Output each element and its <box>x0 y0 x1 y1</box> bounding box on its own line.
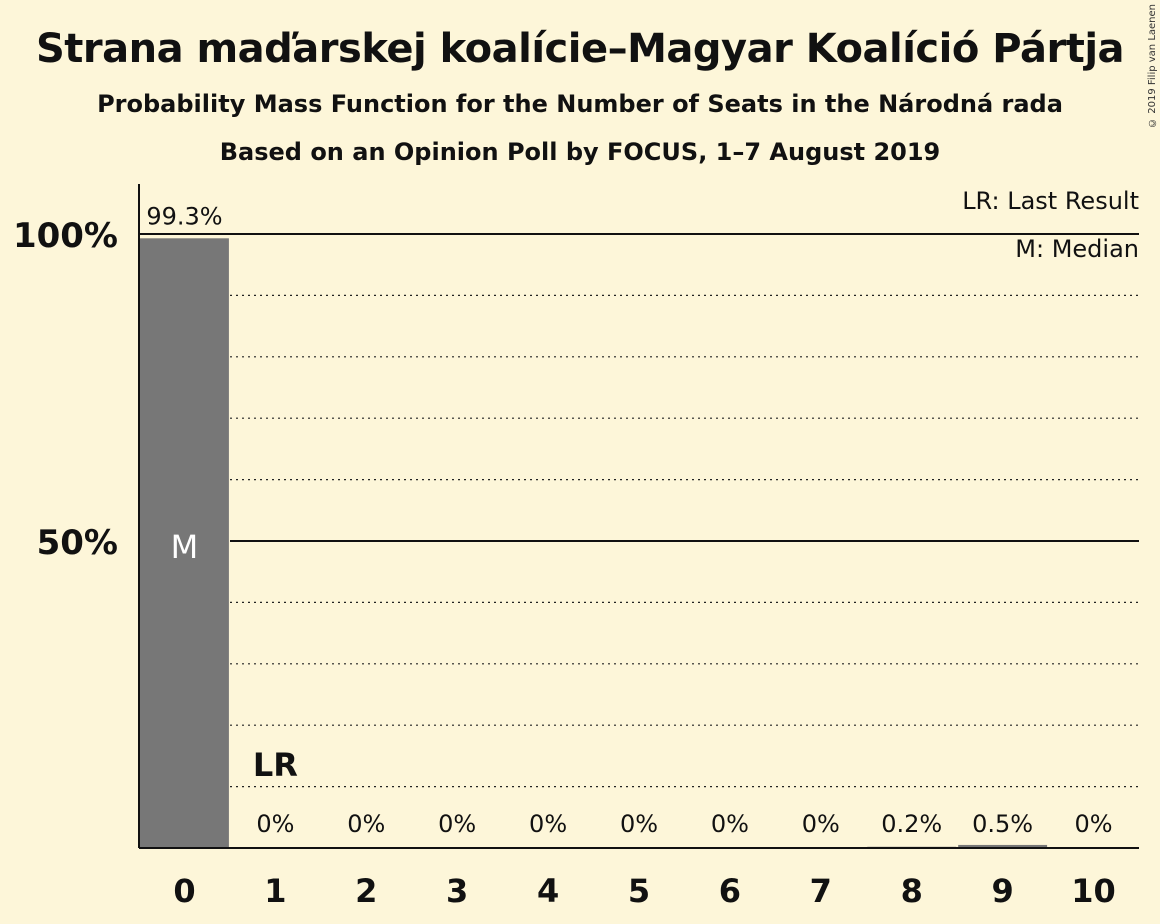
bar-seat-0 <box>140 238 229 849</box>
x-tick-label: 5 <box>628 872 650 910</box>
chart-subtitle-poll: Based on an Opinion Poll by FOCUS, 1–7 A… <box>219 138 941 166</box>
value-label: 0.2% <box>881 810 942 838</box>
value-label: 99.3% <box>146 202 222 230</box>
x-tick-label: 1 <box>264 872 286 910</box>
last-result-marker: LR <box>253 746 298 784</box>
legend-median: M: Median <box>1015 235 1139 263</box>
value-label: 0% <box>1075 810 1113 838</box>
value-label: 0.5% <box>972 810 1033 838</box>
legend-last-result: LR: Last Result <box>962 187 1139 215</box>
x-tick-label: 2 <box>355 872 377 910</box>
bar-seat-9 <box>958 844 1048 848</box>
x-tick-label: 3 <box>446 872 468 910</box>
gridlines <box>139 233 1139 788</box>
value-label: 0% <box>256 810 294 838</box>
x-tick-label: 0 <box>173 872 195 910</box>
x-tick-label: 10 <box>1071 872 1116 910</box>
value-label: 0% <box>347 810 385 838</box>
chart-subtitle: Probability Mass Function for the Number… <box>97 90 1063 118</box>
x-tick-label: 8 <box>901 872 923 910</box>
y-tick-label: 100% <box>13 216 118 256</box>
y-tick-label: 50% <box>37 523 118 563</box>
value-label: 0% <box>620 810 658 838</box>
x-tick-label: 4 <box>537 872 559 910</box>
labels: 50%100% 99.3%0M0%1LR0%20%30%40%50%60%70.2… <box>13 202 1116 910</box>
x-tick-label: 6 <box>719 872 741 910</box>
value-label: 0% <box>802 810 840 838</box>
value-label: 0% <box>438 810 476 838</box>
chart-title: Strana maďarskej koalície–Magyar Koalíci… <box>35 26 1125 72</box>
median-marker: M <box>171 528 199 566</box>
value-label: 0% <box>529 810 567 838</box>
x-tick-label: 9 <box>992 872 1014 910</box>
value-label: 0% <box>711 810 749 838</box>
bars <box>140 238 1048 849</box>
axes <box>138 184 1139 849</box>
x-tick-label: 7 <box>810 872 832 910</box>
